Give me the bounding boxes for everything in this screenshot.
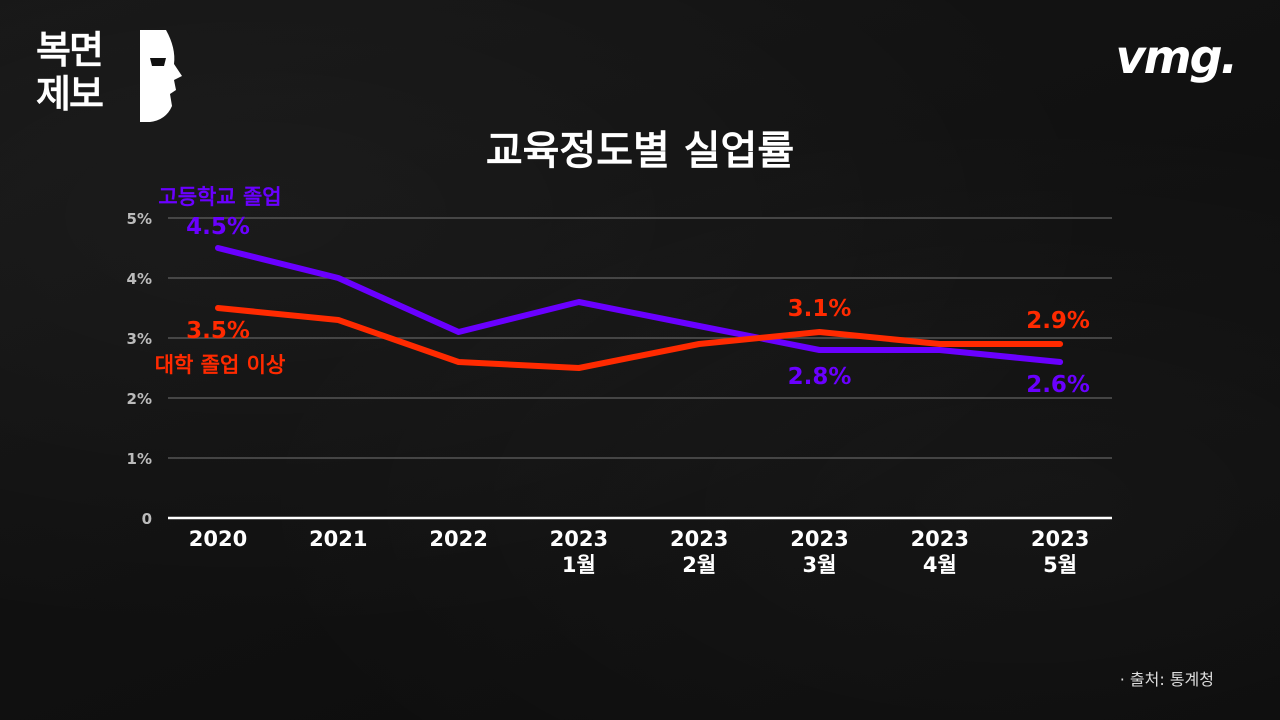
- x-tick-label: 5월: [1043, 553, 1077, 577]
- brand-logo-right: vmg.: [1115, 30, 1238, 84]
- y-tick-label: 3%: [127, 330, 152, 348]
- data-label: 3.1%: [788, 296, 852, 322]
- series-name-label: 고등학교 졸업: [158, 185, 281, 209]
- series-line-1: [215, 305, 1064, 371]
- series-name-label: 대학 졸업 이상: [155, 353, 286, 377]
- x-tick-label: 2월: [682, 553, 716, 577]
- data-label: 2.9%: [1026, 308, 1090, 334]
- chart-title: 교육정도별 실업률: [485, 128, 795, 174]
- y-tick-label: 1%: [127, 450, 152, 468]
- x-tick-label: 2023: [1031, 527, 1089, 551]
- x-tick-label: 2023: [911, 527, 969, 551]
- series-line-0: [215, 245, 1064, 365]
- data-label: 2.6%: [1026, 372, 1090, 398]
- x-tick-label: 4월: [923, 553, 957, 577]
- x-tick-label: 2023: [670, 527, 728, 551]
- x-tick-label: 1월: [562, 553, 596, 577]
- brand-logo-left-text: 복면 제보: [36, 28, 104, 116]
- x-tick-label: 2022: [429, 527, 487, 551]
- y-tick-label: 2%: [127, 390, 152, 408]
- x-tick-label: 2023: [790, 527, 848, 551]
- y-tick-label: 5%: [127, 210, 152, 228]
- x-tick-label: 2021: [309, 527, 367, 551]
- data-label: 4.5%: [186, 214, 250, 240]
- data-label: 3.5%: [186, 318, 250, 344]
- y-tick-label: 4%: [127, 270, 152, 288]
- x-tick-label: 2020: [189, 527, 247, 551]
- x-tick-label: 3월: [803, 553, 837, 577]
- data-label: 2.8%: [788, 364, 852, 390]
- brand-logo-left: 복면 제보: [36, 28, 186, 128]
- source-note: · 출처: 통계청: [1119, 670, 1214, 689]
- x-tick-label: 2023: [550, 527, 608, 551]
- y-tick-label: 0: [142, 510, 152, 528]
- mask-face-icon: [140, 30, 182, 122]
